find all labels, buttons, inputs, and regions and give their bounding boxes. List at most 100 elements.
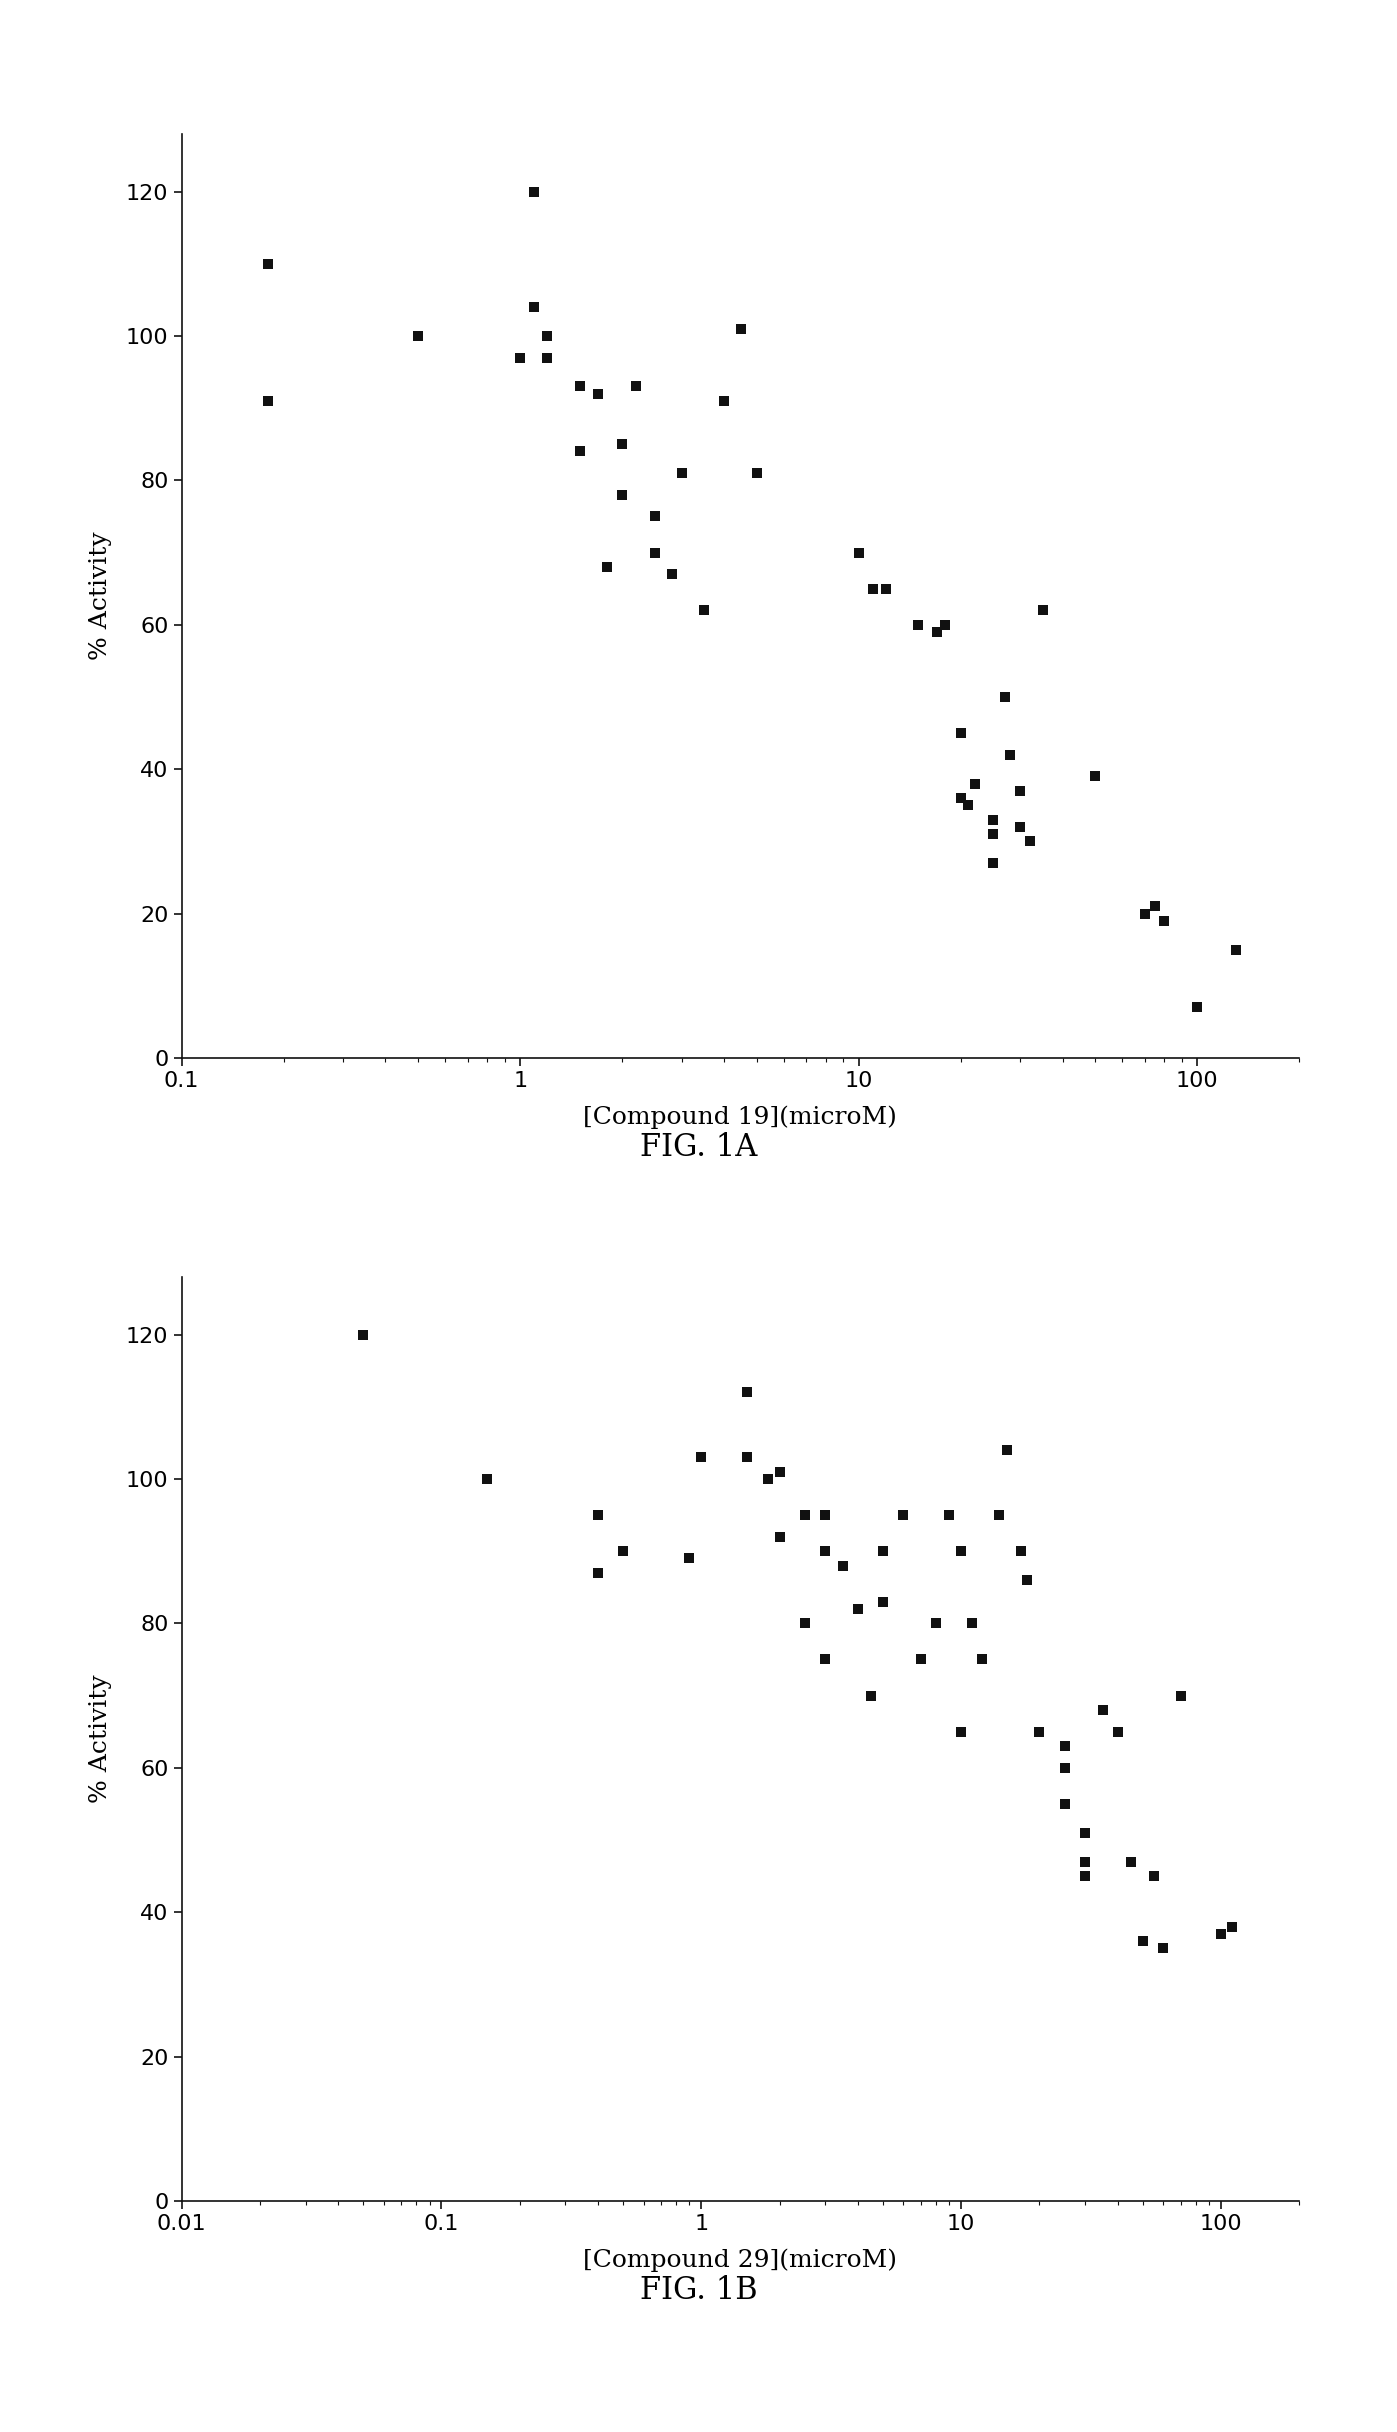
Point	[993, 679, 1016, 717]
Point	[257, 382, 279, 421]
Point	[1010, 1532, 1032, 1571]
Point	[595, 547, 617, 586]
Point	[793, 1496, 816, 1535]
Point	[1186, 987, 1208, 1026]
Point	[957, 786, 979, 824]
Point	[872, 1532, 894, 1571]
Point	[937, 1496, 960, 1535]
Text: FIG. 1B: FIG. 1B	[640, 2276, 757, 2306]
Point	[926, 613, 949, 652]
Point	[1032, 591, 1055, 630]
Point	[731, 309, 753, 348]
Point	[1210, 1914, 1232, 1953]
Point	[671, 455, 693, 494]
Point	[1143, 1856, 1165, 1895]
Point	[925, 1605, 947, 1644]
Point	[624, 367, 647, 406]
Point	[536, 316, 559, 355]
Y-axis label: % Activity: % Activity	[89, 533, 112, 659]
X-axis label: [Compound 19](microM): [Compound 19](microM)	[584, 1104, 897, 1128]
Point	[610, 426, 633, 465]
Point	[1018, 822, 1041, 861]
Point	[476, 1459, 499, 1498]
Point	[950, 778, 972, 817]
Point	[950, 713, 972, 751]
Point	[848, 533, 870, 572]
Point	[1153, 1929, 1175, 1967]
Point	[569, 433, 591, 472]
Point	[509, 338, 531, 377]
Point	[644, 496, 666, 535]
Point	[971, 1639, 993, 1678]
Point	[907, 606, 929, 644]
Point	[690, 1437, 712, 1476]
Point	[999, 734, 1021, 773]
Point	[661, 554, 683, 593]
Point	[522, 173, 545, 212]
Point	[982, 844, 1004, 883]
Point	[768, 1452, 791, 1491]
Point	[1074, 1814, 1097, 1853]
Point	[1144, 888, 1166, 927]
Point	[950, 1712, 972, 1751]
Point	[982, 815, 1004, 854]
Point	[1221, 1907, 1243, 1946]
Point	[1132, 1921, 1154, 1960]
Point	[793, 1605, 816, 1644]
Point	[861, 1676, 883, 1715]
Point	[768, 1518, 791, 1556]
Point	[1009, 771, 1031, 810]
Point	[814, 1532, 837, 1571]
Point	[950, 1532, 972, 1571]
Point	[1074, 1841, 1097, 1880]
Point	[1053, 1727, 1076, 1766]
Point	[875, 569, 897, 608]
Point	[587, 375, 609, 413]
Point	[814, 1639, 837, 1678]
Point	[569, 367, 591, 406]
Y-axis label: % Activity: % Activity	[89, 1676, 112, 1802]
Point	[746, 455, 768, 494]
Point	[909, 1639, 932, 1678]
Point	[610, 474, 633, 513]
Point	[1154, 902, 1176, 941]
Point	[893, 1496, 915, 1535]
Point	[1074, 1856, 1097, 1895]
Point	[678, 1539, 700, 1578]
Point	[831, 1547, 854, 1586]
Point	[644, 533, 666, 572]
Point	[1016, 1561, 1038, 1600]
Point	[1028, 1712, 1051, 1751]
Point	[712, 382, 735, 421]
Point	[988, 1496, 1010, 1535]
Point	[1084, 756, 1106, 795]
Point	[1120, 1841, 1143, 1880]
Point	[407, 316, 429, 355]
Point	[736, 1372, 759, 1411]
Point	[522, 287, 545, 326]
Point	[982, 800, 1004, 839]
Point	[1225, 929, 1248, 968]
Point	[964, 764, 986, 803]
Point	[847, 1591, 869, 1629]
Point	[1009, 807, 1031, 846]
Point	[996, 1430, 1018, 1469]
Point	[935, 606, 957, 644]
Point	[1074, 1856, 1097, 1895]
Point	[862, 569, 884, 608]
Point	[1074, 1841, 1097, 1880]
Point	[1106, 1712, 1129, 1751]
Point	[352, 1316, 374, 1355]
Point	[587, 1496, 609, 1535]
Point	[693, 591, 715, 630]
Point	[872, 1583, 894, 1622]
Point	[1169, 1676, 1192, 1715]
Point	[1053, 1785, 1076, 1824]
Point	[756, 1459, 778, 1498]
Point	[1134, 895, 1157, 934]
Point	[1053, 1749, 1076, 1788]
Point	[587, 1554, 609, 1593]
Text: FIG. 1A: FIG. 1A	[640, 1133, 757, 1162]
Point	[1091, 1690, 1113, 1729]
Point	[736, 1437, 759, 1476]
